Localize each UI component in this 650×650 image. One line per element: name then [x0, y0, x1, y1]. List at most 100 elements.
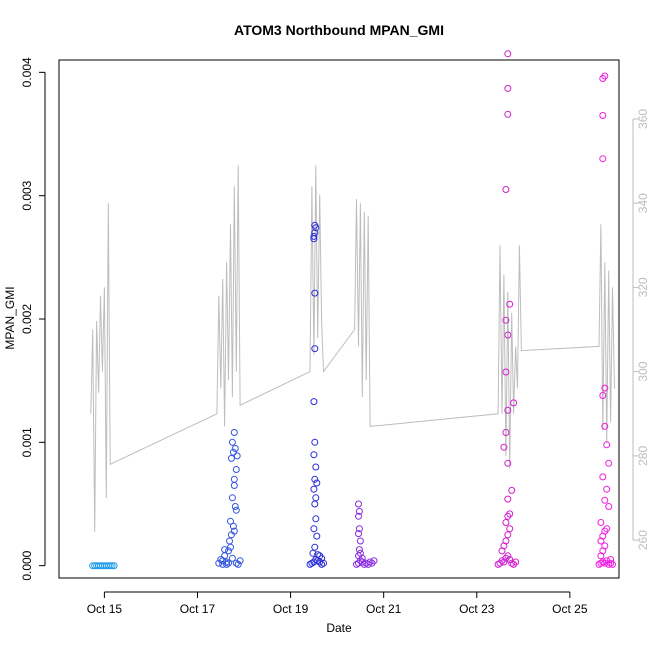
data-point: [504, 531, 512, 539]
data-point: [311, 500, 319, 508]
data-point: [601, 542, 609, 550]
y2-tick-label: 340: [636, 193, 650, 213]
data-point: [494, 560, 502, 568]
data-point: [355, 525, 363, 533]
data-point: [603, 441, 611, 449]
data-point: [597, 519, 605, 526]
y2-tick-label: 320: [636, 277, 650, 297]
data-point: [219, 560, 227, 568]
data-point: [311, 438, 319, 446]
data-point: [311, 475, 319, 483]
y-tick-label: 0.001: [20, 427, 34, 457]
data-point: [355, 530, 362, 538]
data-point: [506, 525, 514, 533]
data-point: [226, 537, 233, 545]
y-tick-label: 0.004: [20, 57, 34, 87]
data-point: [225, 559, 232, 567]
data-point: [309, 549, 317, 557]
y2-tick-label: 280: [636, 446, 650, 466]
series-group-5: [494, 50, 520, 568]
data-point: [223, 560, 231, 568]
data-point: [312, 494, 320, 502]
data-point: [228, 438, 236, 446]
data-point: [312, 463, 320, 471]
data-point: [355, 500, 362, 508]
data-point: [605, 503, 613, 510]
y-axis-label: MPAN_GMI: [3, 286, 17, 349]
data-point: [313, 532, 321, 540]
data-point: [500, 558, 508, 566]
data-point: [310, 525, 318, 533]
data-point: [221, 546, 229, 554]
data-point: [601, 384, 609, 392]
data-point: [607, 556, 615, 563]
data-point: [231, 503, 239, 510]
data-point: [500, 443, 508, 451]
x-tick-label: Oct 23: [459, 602, 495, 616]
data-point: [504, 552, 512, 560]
data-point: [502, 519, 510, 526]
right-axis-series-line: [90, 165, 615, 532]
x-tick-label: Oct 25: [552, 602, 588, 616]
data-point: [512, 558, 520, 566]
data-point: [355, 546, 363, 554]
series-group-3: [306, 221, 327, 568]
data-point: [314, 551, 322, 559]
data-point: [508, 486, 516, 494]
data-point: [607, 559, 615, 567]
x-tick-label: Oct 17: [180, 602, 216, 616]
data-point: [310, 398, 318, 406]
data-point: [603, 525, 611, 533]
data-point: [311, 221, 319, 229]
data-point: [601, 422, 609, 430]
data-point: [502, 186, 510, 193]
data-point: [230, 527, 238, 535]
data-point: [313, 479, 321, 487]
x-axis-label: Date: [326, 621, 352, 635]
data-point: [227, 517, 234, 525]
data-point: [502, 537, 510, 545]
data-point: [236, 557, 244, 565]
data-point: [230, 475, 238, 483]
y2-tick-label: 260: [636, 530, 650, 550]
data-point: [355, 512, 362, 520]
data-point: [504, 50, 512, 58]
data-point: [603, 485, 611, 493]
data-point: [106, 562, 114, 570]
series-group-4: [353, 500, 378, 568]
data-point: [504, 406, 512, 414]
data-point: [360, 560, 368, 568]
data-point: [311, 289, 319, 297]
data-point: [504, 495, 512, 503]
data-point: [311, 345, 319, 353]
y2-tick-label: 360: [636, 109, 650, 129]
data-point: [229, 448, 237, 456]
data-point: [504, 459, 512, 467]
x-tick-label: Oct 21: [366, 602, 402, 616]
data-point: [502, 316, 510, 324]
data-point: [508, 559, 516, 567]
y-tick-label: 0.003: [20, 180, 34, 210]
data-point: [355, 507, 363, 515]
plot-frame: [58, 59, 620, 579]
chart-title: ATOM3 Northbound MPAN_GMI: [234, 22, 444, 38]
data-point: [234, 560, 242, 568]
data-point: [601, 72, 609, 80]
data-point: [504, 84, 512, 92]
y2-tick-label: 300: [636, 361, 650, 381]
data-point: [318, 560, 326, 568]
data-point: [108, 562, 116, 570]
data-point: [233, 452, 241, 460]
data-point: [605, 459, 613, 467]
data-point: [356, 537, 364, 545]
data-point: [599, 112, 607, 119]
data-point: [510, 399, 518, 407]
data-point: [310, 451, 318, 459]
y-tick-label: 0.002: [20, 304, 34, 334]
data-point: [228, 554, 236, 562]
data-point: [110, 562, 118, 570]
data-point: [599, 155, 607, 163]
data-point: [366, 558, 374, 566]
data-point: [230, 482, 238, 489]
data-point: [599, 392, 607, 399]
